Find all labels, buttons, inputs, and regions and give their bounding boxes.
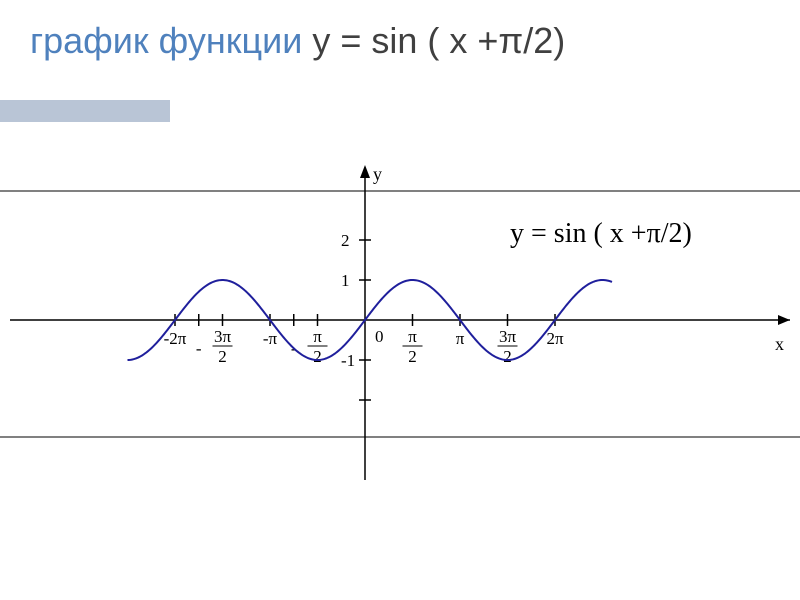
svg-text:3π: 3π <box>499 327 517 346</box>
svg-text:2: 2 <box>503 347 512 366</box>
svg-text:2: 2 <box>218 347 227 366</box>
svg-text:-: - <box>196 339 202 358</box>
page-title: график функции y = sin ( x +π/2) <box>30 20 565 62</box>
svg-text:0: 0 <box>375 327 384 346</box>
accent-bar <box>0 100 170 122</box>
function-label: y = sin ( x +π/2) <box>510 218 692 250</box>
title-prefix: график функции <box>30 20 312 61</box>
slide: график функции y = sin ( x +π/2) y x 2 1 -1 -… <box>0 0 800 600</box>
chart-svg: yx21-1-2π-3π2-π-π20π2π3π22π <box>0 160 800 490</box>
svg-text:3π: 3π <box>214 327 232 346</box>
svg-text:-1: -1 <box>341 351 355 370</box>
svg-text:x: x <box>775 334 784 354</box>
svg-text:-π: -π <box>263 329 278 348</box>
svg-text:π: π <box>456 329 465 348</box>
svg-text:2π: 2π <box>546 329 564 348</box>
svg-text:2: 2 <box>313 347 322 366</box>
svg-text:π: π <box>408 327 417 346</box>
chart: yx21-1-2π-3π2-π-π20π2π3π22π <box>0 160 800 490</box>
svg-text:π: π <box>313 327 322 346</box>
svg-text:y: y <box>373 164 382 184</box>
svg-text:2: 2 <box>341 231 350 250</box>
svg-text:1: 1 <box>341 271 350 290</box>
svg-text:2: 2 <box>408 347 417 366</box>
title-formula: y = sin ( x +π/2) <box>312 20 565 61</box>
